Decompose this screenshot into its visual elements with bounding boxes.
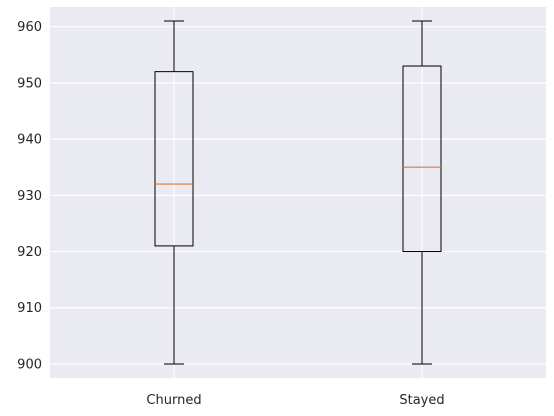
- x-tick-label: Churned: [146, 393, 201, 408]
- y-tick-label: 940: [17, 133, 42, 148]
- y-tick-label: 910: [17, 301, 42, 316]
- grid-lines: [50, 7, 546, 378]
- box-iqr: [402, 65, 442, 253]
- box-iqr: [154, 71, 194, 247]
- y-tick-label: 950: [17, 76, 42, 91]
- x-tick-label: Stayed: [399, 393, 444, 408]
- box-stayed: [402, 20, 442, 365]
- box-churned: [154, 20, 194, 365]
- y-tick-label: 920: [17, 245, 42, 260]
- y-tick-labels: 900 910 920 930 940 950 960: [17, 20, 42, 372]
- box-plots: [154, 20, 442, 365]
- y-tick-label: 960: [17, 20, 42, 35]
- plot-area: [50, 7, 546, 378]
- y-tick-label: 900: [17, 357, 42, 372]
- x-tick-labels: Churned Stayed: [146, 393, 444, 408]
- y-tick-label: 930: [17, 189, 42, 204]
